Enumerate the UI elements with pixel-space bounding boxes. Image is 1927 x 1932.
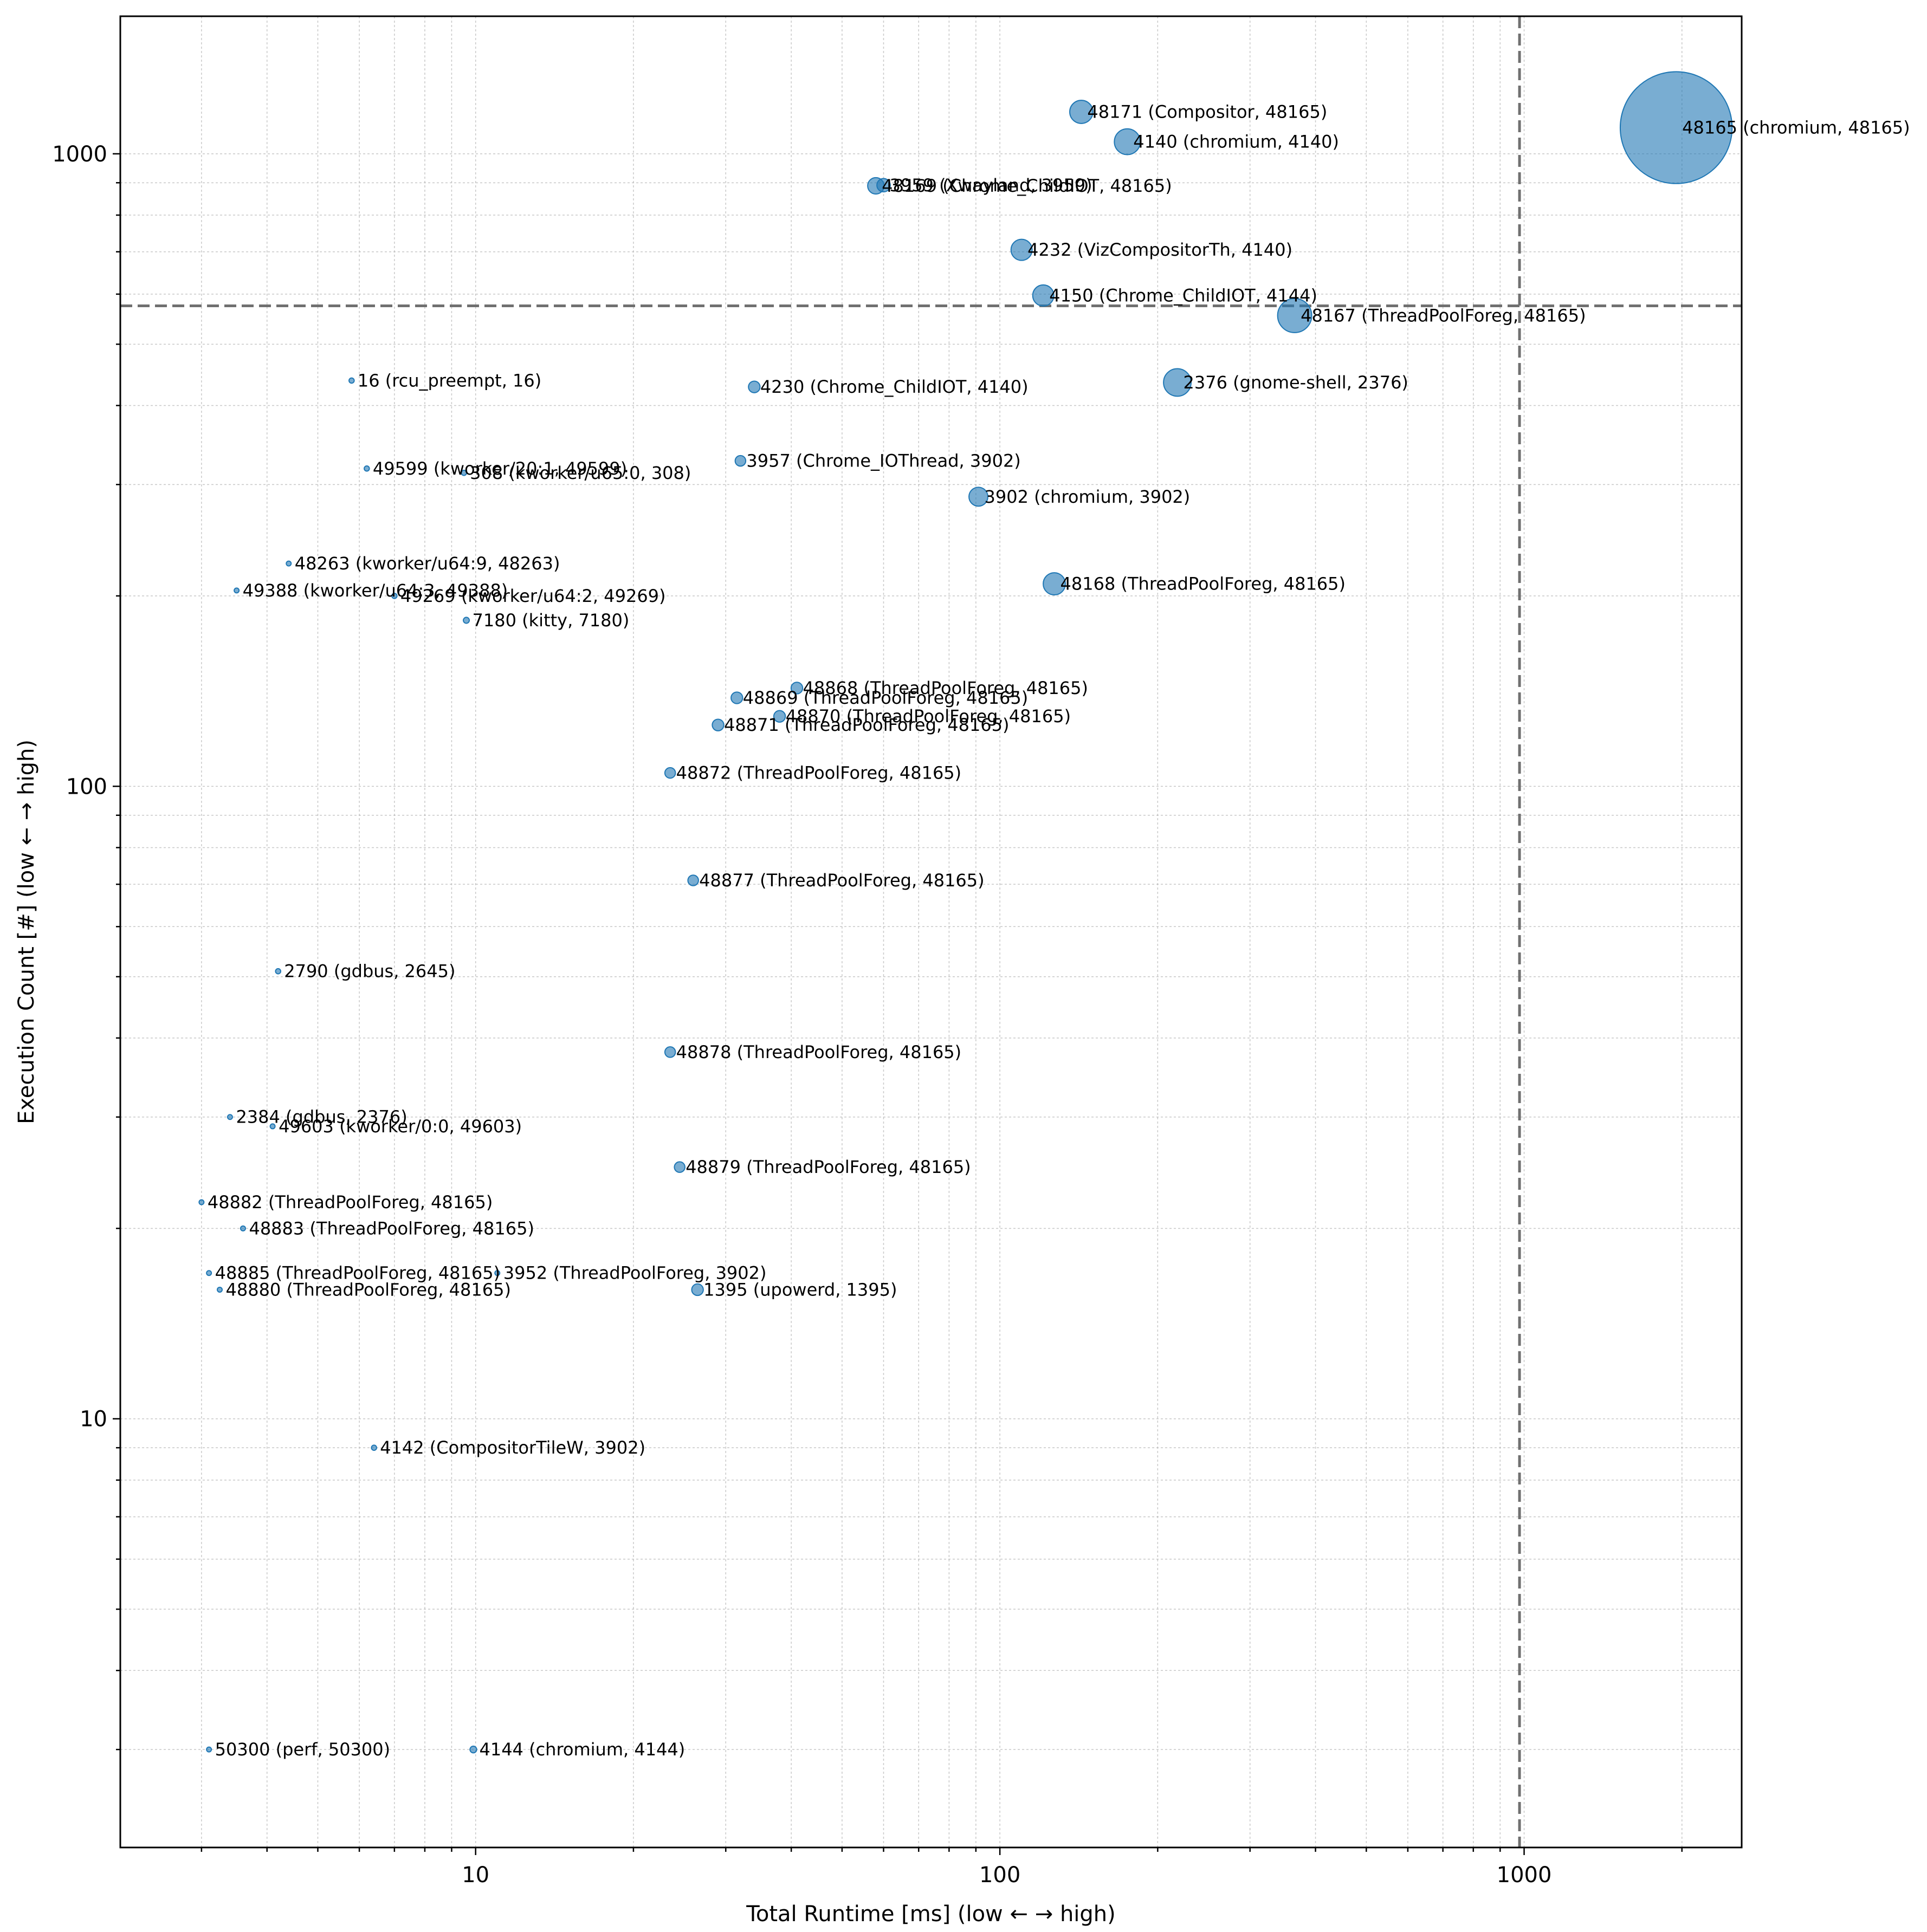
data-point: [348, 377, 355, 384]
data-point-label: 48878 (ThreadPoolForeg, 48165): [676, 1042, 961, 1062]
data-point-label: 2384 (gdbus, 2376): [236, 1107, 407, 1127]
data-point-label: 1395 (upowerd, 1395): [703, 1279, 897, 1300]
data-point-label: 48171 (Compositor, 48165): [1087, 101, 1327, 122]
reference-lines: [120, 16, 1742, 1847]
data-point: [494, 1270, 501, 1276]
data-point-label: 3959 (Xwayland, 3959): [890, 175, 1092, 196]
data-point: [1163, 368, 1192, 397]
data-point: [391, 593, 398, 599]
data-point: [364, 465, 370, 472]
x-tick-label: 10: [462, 1863, 489, 1888]
data-point: [664, 767, 676, 779]
data-point: [1043, 572, 1066, 596]
data-point-label: 2376 (gnome-shell, 2376): [1184, 372, 1408, 393]
data-point-label: 48869 (ThreadPoolForeg, 48165): [743, 688, 1028, 708]
grid: [120, 16, 1742, 1847]
data-point: [1619, 71, 1733, 184]
data-point: [206, 1746, 212, 1753]
data-point-label: 2790 (gdbus, 2645): [284, 961, 455, 982]
data-point-label: 3957 (Chrome_IOThread, 3902): [746, 451, 1020, 471]
data-point: [275, 968, 281, 975]
data-point-label: 48263 (kworker/u64:9, 48263): [295, 553, 560, 574]
data-point-label: 48868 (ThreadPoolForeg, 48165): [803, 678, 1088, 698]
data-point: [876, 178, 891, 193]
data-point: [968, 487, 988, 507]
data-point-label: 3952 (ThreadPoolForeg, 3902): [503, 1263, 767, 1283]
data-point: [1010, 238, 1033, 261]
data-point-label: 48871 (ThreadPoolForeg, 48165): [724, 715, 1009, 735]
data-point: [691, 1283, 704, 1296]
data-point: [463, 617, 470, 624]
data-point-label: 4142 (CompositorTileW, 3902): [380, 1437, 645, 1458]
data-point: [730, 691, 743, 704]
data-point-label: 4232 (VizCompositorTh, 4140): [1027, 239, 1292, 260]
data-point-label: 48882 (ThreadPoolForeg, 48165): [208, 1192, 493, 1213]
data-labels: 48165 (chromium, 48165) 48171 (Compositor…: [208, 101, 1910, 1760]
data-point: [269, 1123, 276, 1130]
data-point-label: 48169 (Chrome_ChildIOT, 48165): [882, 176, 1172, 196]
x-axis-label: Total Runtime [ms] (low ← → high): [746, 1902, 1116, 1927]
data-point-label: 49269 (kworker/u64:2, 49269): [400, 586, 666, 606]
data-point: [773, 710, 786, 723]
data-point: [206, 1270, 212, 1276]
data-points: [198, 71, 1733, 1754]
data-point-label: 48872 (ThreadPoolForeg, 48165): [676, 763, 961, 783]
data-point-label: 16 (rcu_preempt, 16): [358, 370, 541, 391]
data-point-label: 4150 (Chrome_ChildIOT, 4144): [1049, 285, 1317, 306]
y-tick-label: 100: [66, 774, 107, 799]
data-point: [461, 470, 467, 476]
data-point-label: 49388 (kworker/u64:3, 49388): [243, 580, 508, 601]
data-point-label: 48877 (ThreadPoolForeg, 48165): [699, 870, 984, 891]
data-point: [712, 718, 725, 731]
data-point-label: 7180 (kitty, 7180): [473, 610, 630, 631]
data-point-label: 4140 (chromium, 4140): [1133, 132, 1339, 152]
data-point: [1277, 297, 1312, 333]
data-point: [790, 682, 804, 695]
data-point-label: 308 (kworker/u65:0, 308): [470, 463, 691, 483]
data-point: [748, 380, 761, 393]
data-point: [216, 1286, 223, 1293]
data-point-label: 4230 (Chrome_ChildIOT, 4140): [760, 377, 1029, 397]
y-tick-label: 10: [80, 1407, 107, 1432]
data-point-label: 48885 (ThreadPoolForeg, 48165): [215, 1263, 500, 1283]
x-tick-label: 100: [979, 1863, 1020, 1888]
data-point: [1069, 100, 1094, 124]
data-point: [469, 1745, 477, 1754]
data-point-label: 48165 (chromium, 48165): [1682, 118, 1910, 138]
x-tick-label: 1000: [1497, 1863, 1552, 1888]
data-point-label: 49599 (kworker/20:1, 49599): [373, 458, 627, 479]
data-point: [227, 1114, 233, 1120]
data-point: [371, 1444, 377, 1451]
data-point-label: 48879 (ThreadPoolForeg, 48165): [686, 1157, 971, 1177]
data-point-label: 48167 (ThreadPoolForeg, 48165): [1301, 305, 1586, 326]
data-point-label: 50300 (perf, 50300): [215, 1739, 391, 1760]
data-point: [240, 1225, 246, 1231]
data-point-label: 3902 (chromium, 3902): [984, 487, 1190, 507]
data-point: [664, 1046, 676, 1058]
data-point: [234, 587, 240, 594]
data-point: [198, 1199, 205, 1205]
data-point-label: 49603 (kworker/0:0, 49603): [279, 1116, 522, 1137]
plot-frame: [119, 15, 1743, 1849]
y-axis-label: Execution Count [#] (low ← → high): [14, 740, 39, 1124]
axis-ticks: 10 100 1000 10 100 1000: [52, 142, 1683, 1888]
data-point: [734, 455, 747, 467]
data-point-label: 48880 (ThreadPoolForeg, 48165): [225, 1279, 510, 1300]
data-point-label: 48883 (ThreadPoolForeg, 48165): [249, 1218, 534, 1239]
data-point-label: 48168 (ThreadPoolForeg, 48165): [1061, 574, 1346, 594]
data-point-label: 4144 (chromium, 4144): [479, 1739, 685, 1760]
data-point: [687, 874, 699, 886]
data-point: [674, 1161, 686, 1173]
data-point: [286, 560, 292, 567]
data-point: [1114, 128, 1141, 155]
data-point: [1032, 284, 1055, 307]
y-tick-label: 1000: [52, 142, 107, 167]
data-point-label: 48870 (ThreadPoolForeg, 48165): [786, 706, 1071, 727]
